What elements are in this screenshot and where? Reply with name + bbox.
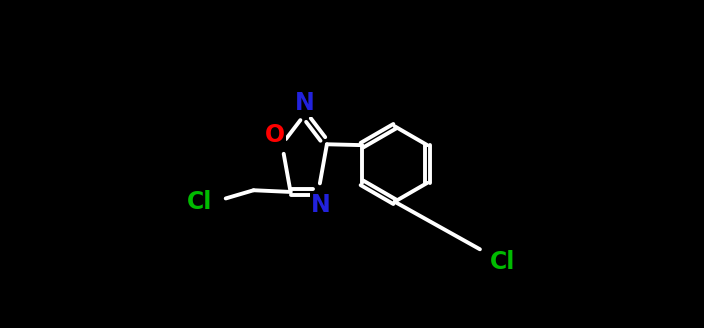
Text: N: N	[294, 91, 314, 115]
Text: Cl: Cl	[490, 250, 515, 275]
Text: Cl: Cl	[187, 190, 213, 214]
Text: N: N	[311, 193, 331, 217]
Text: O: O	[265, 123, 285, 147]
